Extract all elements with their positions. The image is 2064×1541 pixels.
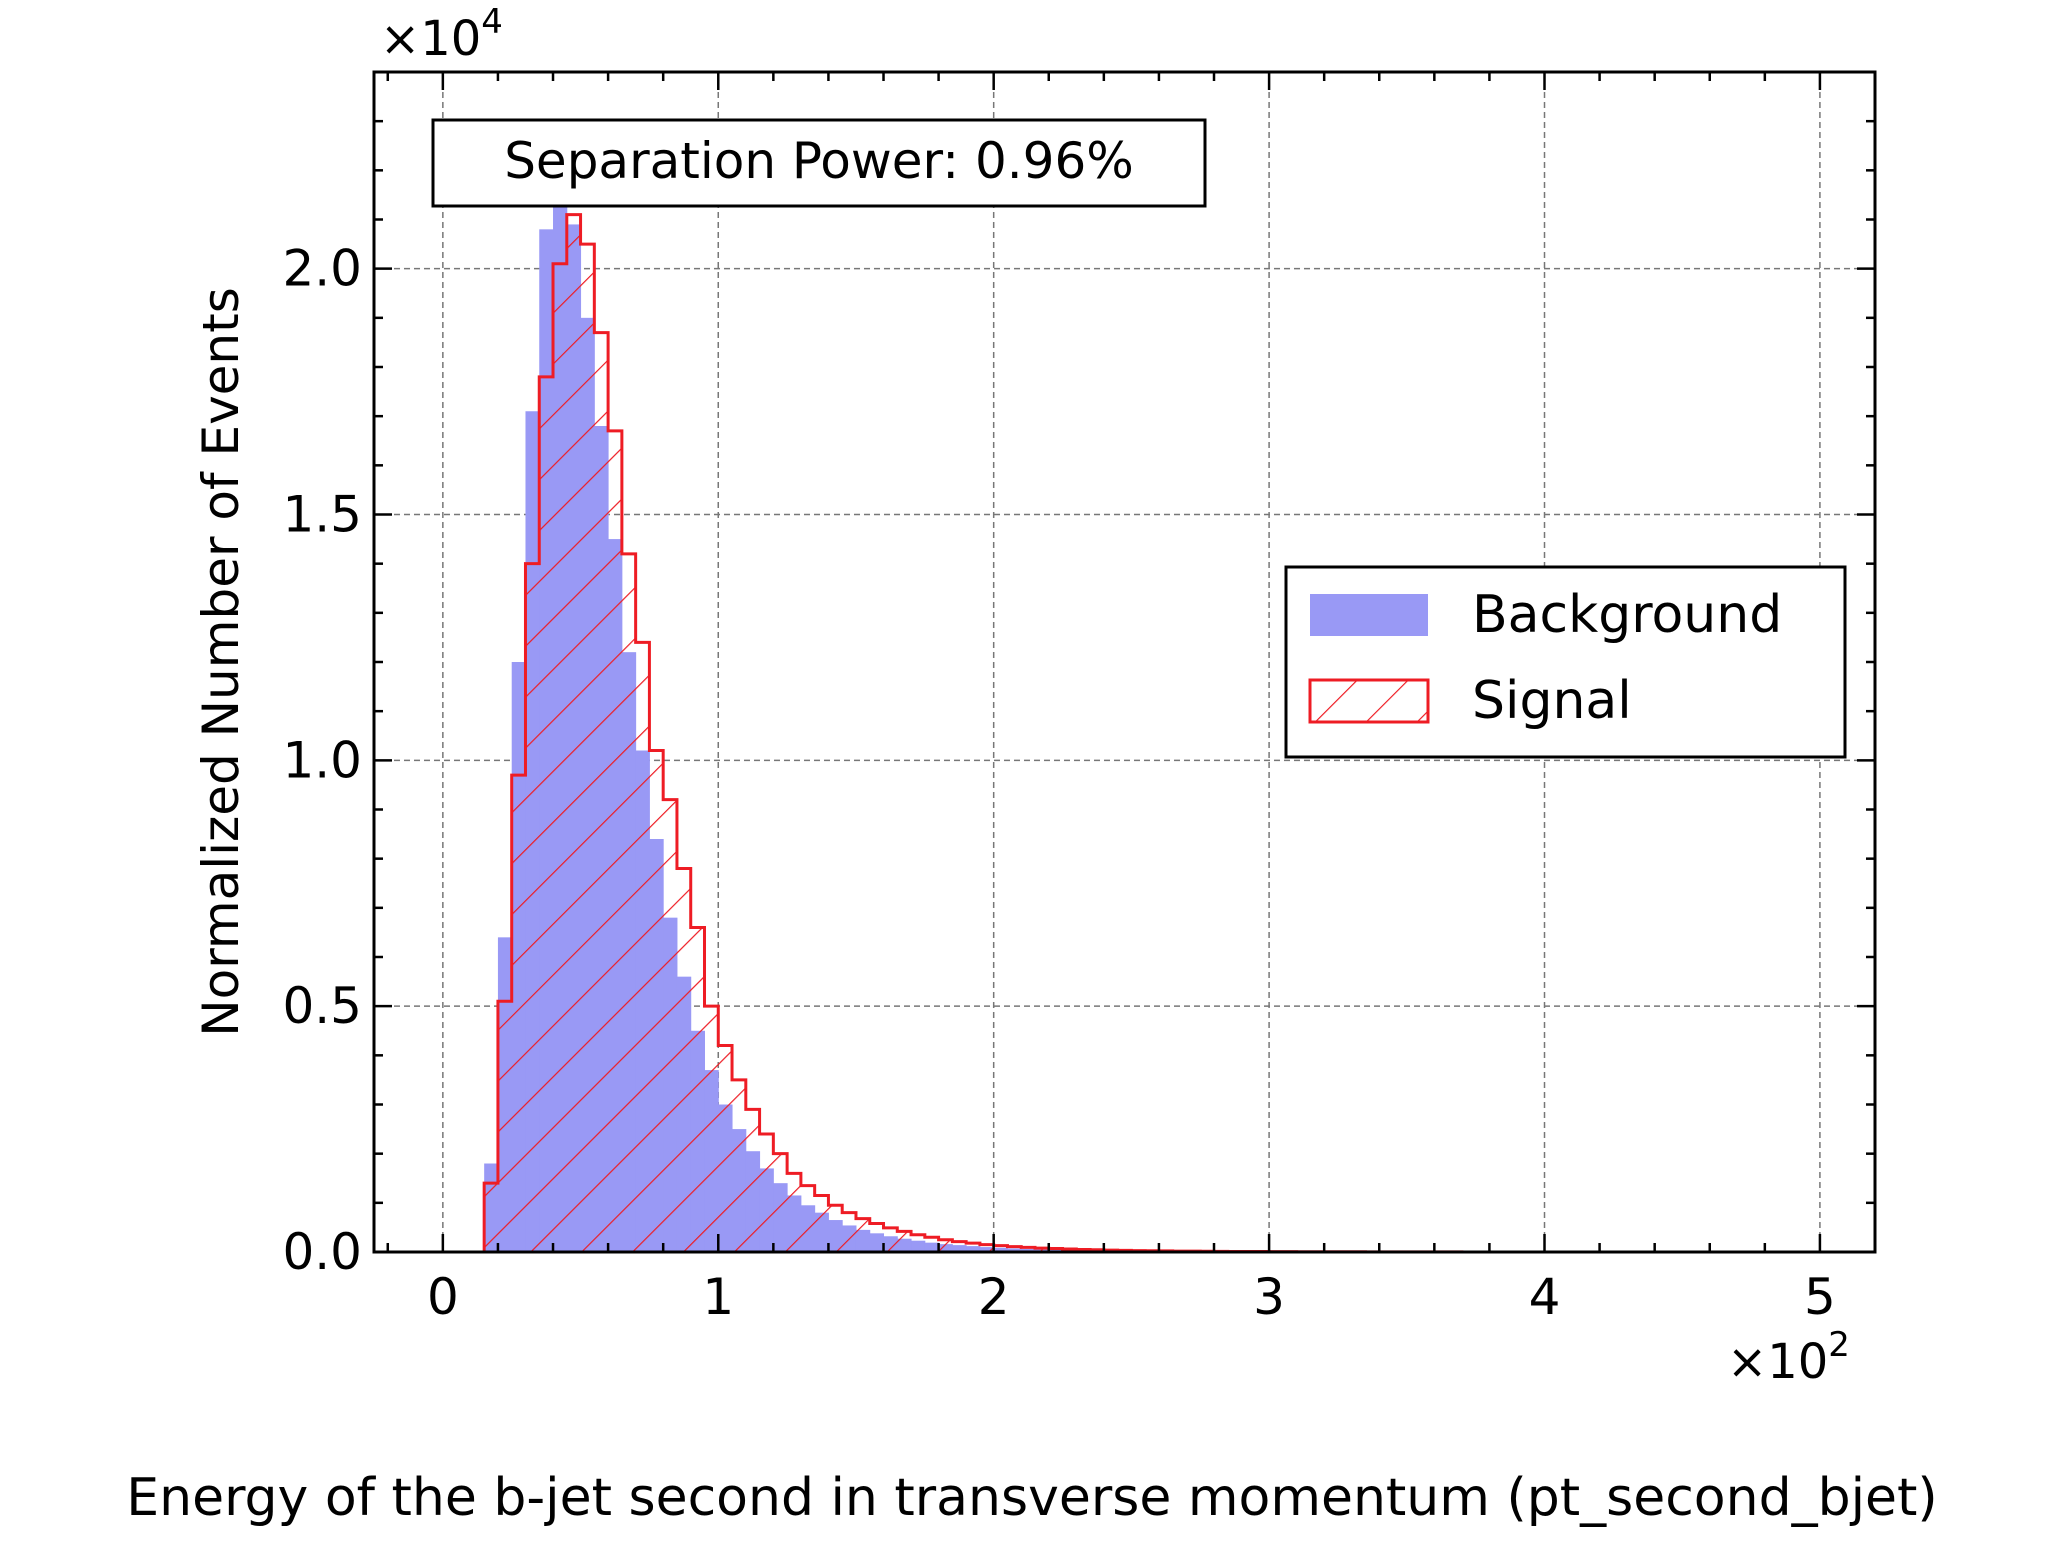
x-tick-label: 2 bbox=[978, 1268, 1010, 1326]
y-multiplier-label: ×104 bbox=[380, 2, 503, 67]
x-tick-label: 1 bbox=[702, 1268, 734, 1326]
y-tick-label: 0.5 bbox=[282, 977, 362, 1035]
legend: Background Signal bbox=[1284, 565, 1847, 759]
signal-hatch-fill bbox=[484, 214, 1545, 1252]
tick-labels: 0 1 2 3 4 5 0.0 0.5 1.0 1.5 2.0 bbox=[282, 240, 1835, 1326]
x-tick-label: 3 bbox=[1253, 1268, 1285, 1326]
legend-label-background: Background bbox=[1472, 585, 1782, 645]
tick-marks bbox=[374, 70, 1877, 1254]
y-axis-label: Normalized Number of Events bbox=[192, 287, 250, 1037]
x-multiplier-label: ×102 bbox=[1727, 1325, 1850, 1390]
y-tick-label: 0.0 bbox=[282, 1223, 362, 1281]
annotation-text: Separation Power: 0.96% bbox=[504, 132, 1134, 190]
x-tick-label: 0 bbox=[427, 1268, 459, 1326]
legend-label-signal: Signal bbox=[1472, 671, 1632, 731]
y-tick-label: 2.0 bbox=[282, 240, 362, 298]
x-tick-label: 5 bbox=[1804, 1268, 1836, 1326]
legend-swatch-background bbox=[1310, 594, 1428, 636]
x-axis-label: Energy of the b-jet second in transverse… bbox=[126, 1468, 1937, 1528]
y-tick-label: 1.0 bbox=[282, 731, 362, 789]
x-tick-label: 4 bbox=[1529, 1268, 1561, 1326]
legend-swatch-signal bbox=[1308, 678, 1430, 724]
y-tick-label: 1.5 bbox=[282, 486, 362, 544]
separation-power-annotation: Separation Power: 0.96% bbox=[431, 118, 1207, 208]
